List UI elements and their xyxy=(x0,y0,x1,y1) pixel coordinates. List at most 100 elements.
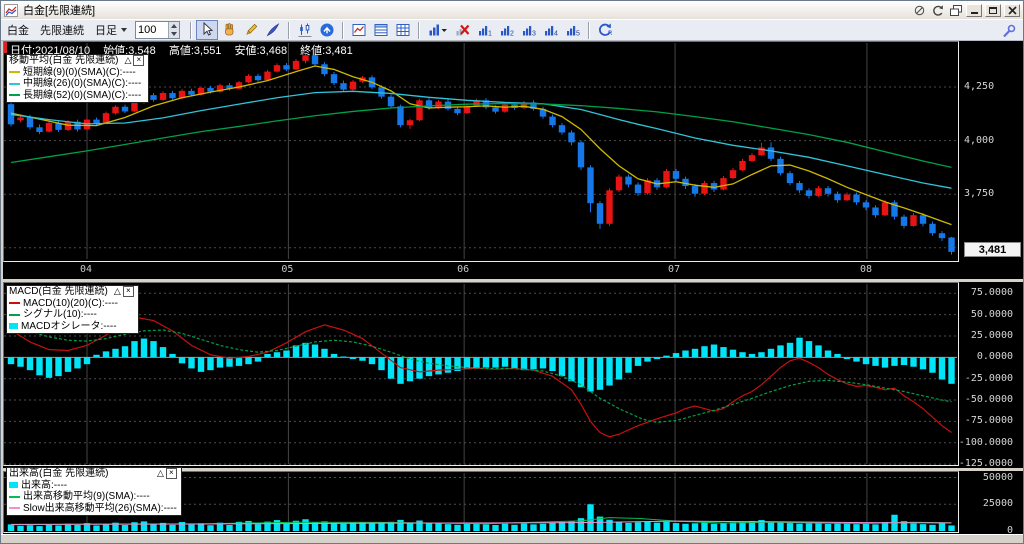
freehand-button[interactable] xyxy=(262,20,284,40)
indicator-delete-button[interactable] xyxy=(452,20,474,40)
legend-item-label: 短期線(9)(0)(SMA)(C):---- xyxy=(23,66,136,78)
new-chart-button[interactable] xyxy=(348,20,370,40)
legend-close-icon[interactable]: × xyxy=(122,286,134,298)
cursor-button[interactable] xyxy=(196,20,218,40)
status-bar xyxy=(1,534,1023,543)
legend-title: MACD(白金 先限連続) xyxy=(9,286,108,297)
ma-legend: 移動平均(白金 先限連続) △ × 短期線(9)(0)(SMA)(C):----… xyxy=(6,54,150,103)
board-view-button[interactable] xyxy=(370,20,392,40)
refresh-icon: R xyxy=(599,23,613,37)
refresh-window-icon[interactable] xyxy=(930,4,945,17)
window-title: 白金[先限連続] xyxy=(23,5,96,17)
minimize-button[interactable] xyxy=(966,3,982,17)
legend-item-label: 中期線(26)(0)(SMA)(C):---- xyxy=(23,78,142,89)
svg-text:2: 2 xyxy=(510,31,514,38)
last-price-badge: 3,481 xyxy=(964,242,1021,257)
title-bar[interactable]: 白金[先限連続] xyxy=(1,1,1023,19)
close-button[interactable] xyxy=(1004,3,1020,17)
chart-layout-2-button[interactable]: 2 xyxy=(496,20,518,40)
x-axis-label: 08 xyxy=(859,264,872,275)
legend-swatch xyxy=(9,313,20,316)
pan-button[interactable] xyxy=(218,20,240,40)
bar-chart-dropdown-icon xyxy=(429,24,447,36)
chart-layout-4-icon: 4 xyxy=(545,26,558,38)
cursor-marker xyxy=(4,42,7,53)
chart-layout-4-button[interactable]: 4 xyxy=(540,20,562,40)
spin-down-icon[interactable] xyxy=(171,32,177,36)
y-axis-label: 0.0000 xyxy=(976,351,1013,363)
legend-swatch xyxy=(9,482,18,489)
legend-item-label: MACDオシレータ:---- xyxy=(21,320,117,332)
indicator-add-button[interactable] xyxy=(424,20,452,40)
legend-title: 移動平均(白金 先限連続) xyxy=(9,55,119,66)
y-axis-label: -75.0000 xyxy=(964,415,1013,427)
macd-legend: MACD(白金 先限連続) △ × MACD(10)(20)(C):---- シ… xyxy=(6,285,139,334)
svg-text:R: R xyxy=(608,31,613,37)
bars-count-stepper[interactable] xyxy=(135,21,180,39)
y-axis-label: -100.0000 xyxy=(958,436,1013,448)
info-low: 安値:3,468 xyxy=(234,45,288,57)
quote-grid-button[interactable] xyxy=(392,20,414,40)
legend-swatch xyxy=(9,82,20,85)
x-axis-label: 07 xyxy=(668,264,681,275)
toolbar-separator xyxy=(190,21,192,39)
chart-layout-1-icon: 1 xyxy=(479,26,492,38)
kline-chart-button[interactable] xyxy=(294,20,316,40)
legend-swatch xyxy=(9,71,20,74)
chevron-down-icon[interactable] xyxy=(121,28,127,32)
maximize-button[interactable] xyxy=(985,3,1001,17)
legend-item-label: 出来高:---- xyxy=(21,479,68,491)
contract-label: 先限連続 xyxy=(40,25,84,37)
legend-close-icon[interactable]: × xyxy=(133,55,145,67)
legend-close-icon[interactable]: × xyxy=(165,468,177,480)
price-plot-frame xyxy=(3,41,959,262)
y-axis-label: -125.0000 xyxy=(958,458,1013,470)
refresh-button[interactable]: R xyxy=(594,20,616,40)
legend-collapse-icon[interactable]: △ xyxy=(113,286,121,296)
svg-text:5: 5 xyxy=(576,31,580,38)
y-axis-label: 0 xyxy=(1006,525,1013,536)
cascade-windows-icon[interactable] xyxy=(948,4,963,17)
macd-plot-frame xyxy=(3,282,959,466)
legend-collapse-icon[interactable]: △ xyxy=(124,55,132,65)
legend-item-label: Slow出来高移動平均(26)(SMA):---- xyxy=(23,502,177,514)
instrument-label: 白金 xyxy=(7,25,29,37)
toolbar-separator xyxy=(588,21,590,39)
chart-layout-3-button[interactable]: 3 xyxy=(518,20,540,40)
spin-up-icon[interactable] xyxy=(171,24,177,28)
pin-icon[interactable] xyxy=(912,4,927,17)
y-axis-label: 4,250 xyxy=(964,81,995,92)
y-axis-label: -50.0000 xyxy=(964,394,1013,406)
legend-swatch xyxy=(9,495,20,498)
toolbar-separator xyxy=(342,21,344,39)
draw-line-button[interactable] xyxy=(240,20,262,40)
x-axis-label: 04 xyxy=(80,264,93,275)
legend-swatch xyxy=(9,94,20,97)
close-icon xyxy=(1007,5,1017,15)
settings-button[interactable] xyxy=(1001,20,1017,42)
maximize-icon xyxy=(989,6,997,14)
chart-layout-5-icon: 5 xyxy=(567,26,580,38)
volume-plot-frame xyxy=(3,471,959,533)
svg-text:4: 4 xyxy=(554,31,558,38)
legend-item-label: MACD(10)(20)(C):---- xyxy=(23,297,118,309)
legend-swatch xyxy=(9,323,18,330)
x-axis-label: 05 xyxy=(281,264,294,275)
volume-legend: 出来高(白金 先限連続) △ × 出来高:---- 出来高移動平均(9)(SMA… xyxy=(6,467,182,516)
chart-layout-1-button[interactable]: 1 xyxy=(474,20,496,40)
chart-layout-3-icon: 3 xyxy=(523,26,536,38)
toolbar-separator xyxy=(418,21,420,39)
legend-swatch xyxy=(9,302,20,305)
bars-count-input[interactable] xyxy=(136,22,168,38)
quill-icon xyxy=(266,23,280,37)
zoom-tool-button[interactable] xyxy=(316,20,338,40)
y-axis-label: 4,000 xyxy=(964,134,995,146)
legend-item-label: 出来高移動平均(9)(SMA):---- xyxy=(23,491,150,502)
chart-layout-5-button[interactable]: 5 xyxy=(562,20,584,40)
legend-collapse-icon[interactable]: △ xyxy=(156,468,164,478)
chart-app-icon xyxy=(4,3,19,17)
period-select[interactable]: 日足 xyxy=(95,25,117,37)
minimize-icon xyxy=(970,12,978,14)
y-axis-label: -25.0000 xyxy=(964,372,1013,384)
